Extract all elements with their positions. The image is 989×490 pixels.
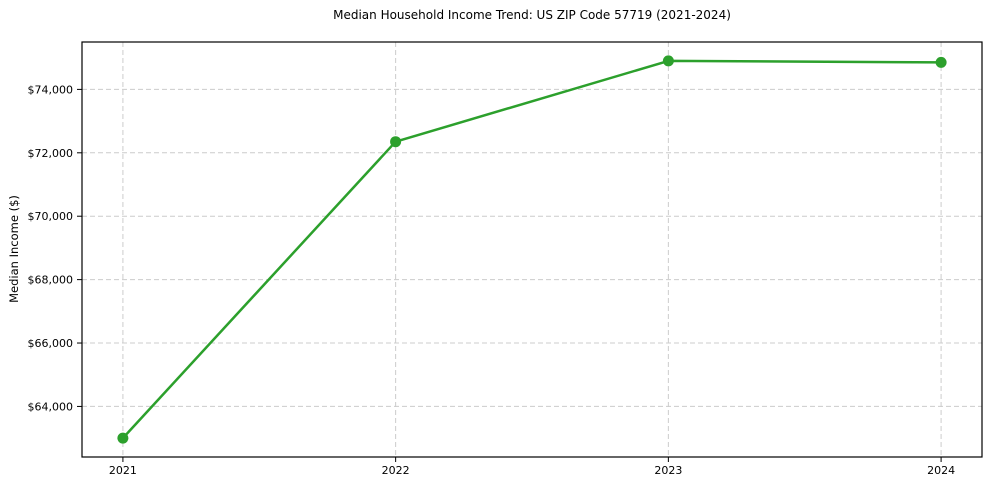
- data-point-marker: [117, 432, 129, 444]
- data-point-marker: [662, 55, 674, 67]
- data-point-marker: [935, 56, 947, 68]
- x-tick-label: 2024: [927, 464, 955, 477]
- y-tick-label: $72,000: [28, 147, 74, 160]
- y-tick-label: $74,000: [28, 83, 74, 96]
- x-tick-label: 2023: [654, 464, 682, 477]
- y-axis-label: Median Income ($): [7, 195, 21, 303]
- x-tick-label: 2022: [382, 464, 410, 477]
- y-tick-label: $68,000: [28, 274, 74, 287]
- data-line: [121, 59, 943, 440]
- y-tick-label: $70,000: [28, 210, 74, 223]
- chart-title: Median Household Income Trend: US ZIP Co…: [333, 8, 731, 22]
- x-tick-label: 2021: [109, 464, 137, 477]
- y-tick-label: $66,000: [28, 337, 74, 350]
- data-point-marker: [390, 136, 402, 148]
- y-tick-label: $64,000: [28, 400, 74, 413]
- plot-frame: [81, 41, 983, 458]
